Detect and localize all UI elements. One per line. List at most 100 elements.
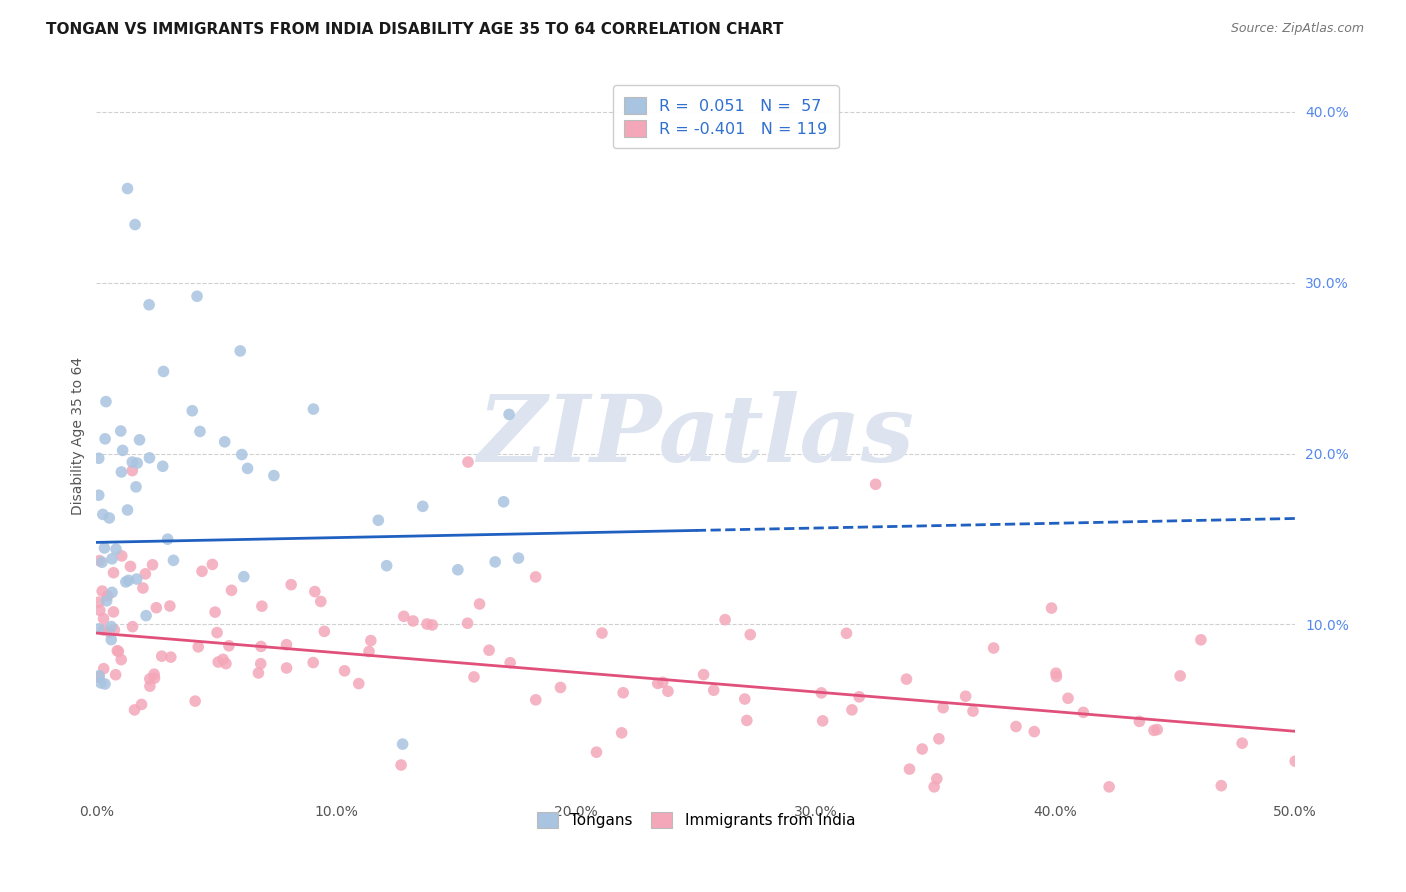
Point <box>107 644 129 658</box>
Point <box>94 432 117 446</box>
Point <box>1143 723 1166 738</box>
Point <box>121 464 143 478</box>
Point <box>250 599 273 614</box>
Point <box>612 686 634 700</box>
Point <box>191 564 214 578</box>
Point <box>105 542 128 557</box>
Point <box>835 626 858 640</box>
Point <box>188 425 211 439</box>
Point <box>100 632 122 647</box>
Point <box>181 404 204 418</box>
Point <box>89 603 111 617</box>
Point <box>91 508 114 522</box>
Point <box>229 343 252 358</box>
Point <box>983 640 1005 655</box>
Point <box>302 402 325 417</box>
Point <box>96 589 118 603</box>
Point <box>150 649 173 664</box>
Point <box>96 594 118 608</box>
Point <box>922 780 945 794</box>
Text: TONGAN VS IMMIGRANTS FROM INDIA DISABILITY AGE 35 TO 64 CORRELATION CHART: TONGAN VS IMMIGRANTS FROM INDIA DISABILI… <box>46 22 783 37</box>
Point <box>138 450 160 465</box>
Point <box>591 626 613 640</box>
Point <box>110 465 132 479</box>
Point <box>1040 601 1063 615</box>
Point <box>143 671 166 685</box>
Point <box>103 605 125 619</box>
Point <box>492 495 515 509</box>
Point <box>247 665 270 680</box>
Point <box>392 609 415 624</box>
Point <box>524 570 547 584</box>
Point <box>412 500 434 514</box>
Point <box>375 558 398 573</box>
Point <box>212 652 235 666</box>
Point <box>132 581 155 595</box>
Point <box>103 623 125 637</box>
Point <box>127 456 149 470</box>
Point <box>201 558 224 572</box>
Point <box>389 758 412 772</box>
Point <box>955 690 977 704</box>
Text: ZIPatlas: ZIPatlas <box>477 392 914 482</box>
Point <box>508 551 530 566</box>
Point <box>360 633 382 648</box>
Point <box>457 616 479 631</box>
Point <box>276 661 298 675</box>
Point <box>1045 669 1067 683</box>
Point <box>87 488 110 502</box>
Point <box>932 700 955 714</box>
Point <box>159 650 181 665</box>
Point <box>703 683 725 698</box>
Point <box>811 714 834 728</box>
Point <box>128 433 150 447</box>
Point <box>416 617 439 632</box>
Point <box>740 627 762 641</box>
Point <box>276 638 298 652</box>
Point <box>159 599 181 613</box>
Point <box>94 394 117 409</box>
Point <box>91 584 114 599</box>
Point <box>120 559 142 574</box>
Point <box>1189 632 1212 647</box>
Point <box>110 652 132 666</box>
Point <box>93 623 115 637</box>
Point <box>87 451 110 466</box>
Point <box>1098 780 1121 794</box>
Point <box>186 289 208 303</box>
Point <box>187 640 209 654</box>
Point <box>221 583 243 598</box>
Point <box>124 218 146 232</box>
Point <box>692 667 714 681</box>
Point <box>152 364 174 378</box>
Point <box>478 643 501 657</box>
Point <box>135 608 157 623</box>
Point <box>896 672 918 686</box>
Point <box>463 670 485 684</box>
Point <box>735 714 758 728</box>
Point <box>117 574 139 588</box>
Point <box>101 585 124 599</box>
Point <box>848 690 870 704</box>
Point <box>367 513 389 527</box>
Point <box>484 555 506 569</box>
Point <box>98 511 121 525</box>
Point <box>98 625 121 640</box>
Point <box>647 676 669 690</box>
Point <box>1024 724 1046 739</box>
Point <box>962 704 984 718</box>
Point <box>585 745 607 759</box>
Point <box>111 443 134 458</box>
Point <box>93 541 115 555</box>
Point <box>714 613 737 627</box>
Point <box>93 662 115 676</box>
Point <box>1057 691 1080 706</box>
Point <box>457 455 479 469</box>
Point <box>100 619 122 633</box>
Point <box>911 742 934 756</box>
Point <box>657 684 679 698</box>
Point <box>499 656 522 670</box>
Point <box>215 657 238 671</box>
Point <box>1284 754 1306 768</box>
Point <box>314 624 336 639</box>
